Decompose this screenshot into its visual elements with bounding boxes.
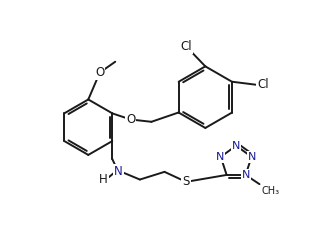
Text: Cl: Cl	[180, 40, 192, 53]
Text: S: S	[183, 175, 190, 188]
Text: N: N	[241, 170, 250, 180]
Text: N: N	[114, 165, 123, 178]
Text: H: H	[99, 173, 108, 186]
Text: N: N	[216, 152, 224, 162]
Text: N: N	[241, 170, 250, 180]
Text: N: N	[216, 152, 224, 162]
Text: O: O	[126, 113, 135, 126]
Text: N: N	[248, 152, 256, 162]
Text: N: N	[232, 141, 240, 151]
Text: Cl: Cl	[257, 78, 269, 91]
Text: N: N	[232, 141, 240, 151]
Text: N: N	[248, 152, 256, 162]
Text: O: O	[95, 66, 105, 79]
Text: CH₃: CH₃	[261, 186, 279, 196]
